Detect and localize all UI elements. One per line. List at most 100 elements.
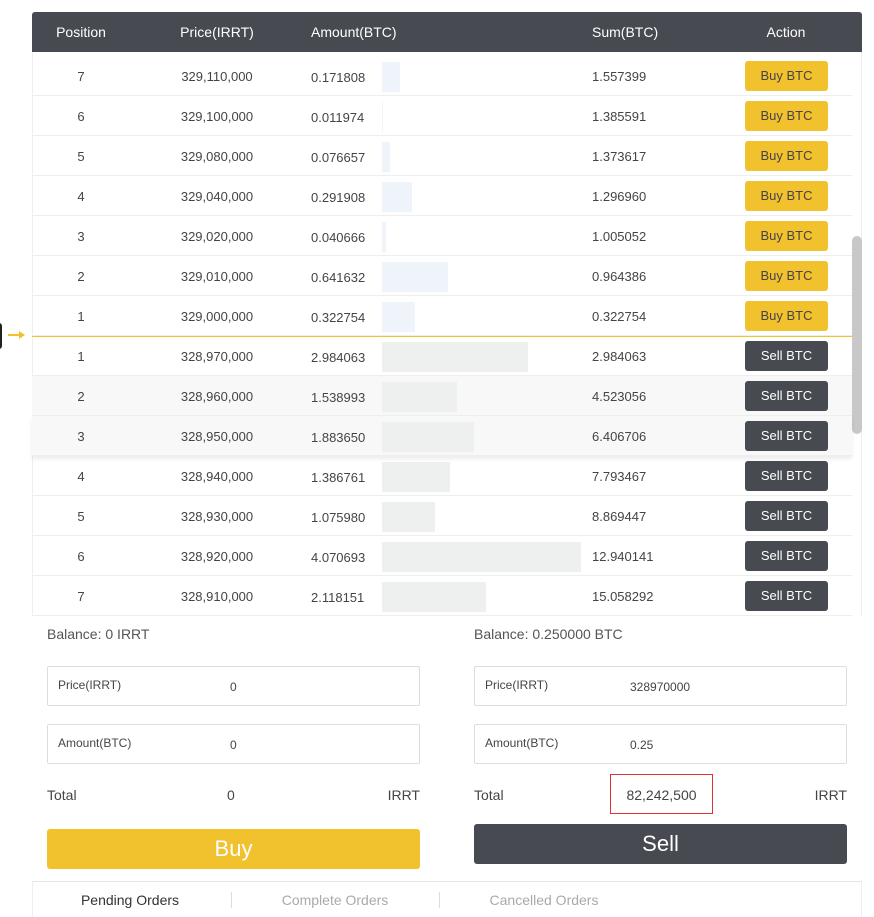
depth-bar [382, 382, 458, 412]
price: 328,910,000 [180, 589, 254, 604]
position: 6 [77, 549, 85, 564]
price: 329,000,000 [180, 309, 254, 324]
action-button[interactable]: Buy BTC [745, 301, 828, 331]
depth-bar [382, 542, 582, 572]
sum: 12.940141 [592, 549, 654, 564]
amount: 0.291908 [311, 190, 366, 205]
depth-bar [382, 262, 449, 292]
price: 328,940,000 [180, 469, 254, 484]
depth-bar [382, 502, 435, 532]
action-button[interactable]: Buy BTC [745, 61, 828, 91]
sum: 4.523056 [592, 389, 647, 404]
balance: Balance: 0 IRRT [47, 626, 150, 642]
price: 329,110,000 [181, 69, 253, 84]
amount: 0.040666 [311, 230, 366, 245]
position: 4 [77, 189, 85, 204]
action-button[interactable]: Buy BTC [745, 261, 828, 291]
row-divider [32, 135, 852, 136]
amount: 4.070693 [311, 550, 366, 565]
input-field[interactable] [474, 666, 847, 706]
total-label: Total [474, 787, 504, 803]
amount: 0.322754 [311, 310, 366, 325]
position: 3 [77, 429, 85, 444]
submit-button[interactable]: Sell [474, 824, 847, 864]
sum: 1.385591 [592, 109, 647, 124]
price: 329,100,000 [180, 109, 254, 124]
depth-bar [382, 222, 387, 252]
tab[interactable]: Pending Orders [80, 892, 180, 908]
position: 3 [77, 229, 85, 244]
position: 1 [77, 349, 85, 364]
row-divider [32, 495, 852, 496]
input-field[interactable] [47, 724, 420, 764]
sum: 6.406706 [592, 429, 647, 444]
position: 5 [77, 509, 85, 524]
depth-bar [382, 62, 400, 92]
input-value: 0 [230, 738, 237, 752]
sum: 7.793467 [592, 469, 647, 484]
tab-divider [439, 892, 440, 908]
row-divider [32, 455, 852, 456]
price: 329,040,000 [180, 189, 254, 204]
total-label: Total [47, 787, 77, 803]
row-divider [32, 255, 852, 256]
column-header: Action [766, 24, 806, 40]
price: 329,020,000 [180, 229, 254, 244]
spread-line [32, 335, 852, 337]
amount: 1.075980 [311, 510, 366, 525]
row-divider [32, 615, 852, 616]
input-label: Price(IRRT) [485, 678, 549, 692]
scrollbar[interactable] [852, 236, 862, 434]
amount: 0.171808 [311, 70, 366, 85]
amount: 2.118151 [311, 590, 365, 605]
row-divider [32, 295, 852, 296]
action-button[interactable]: Sell BTC [745, 341, 828, 371]
tabs-bar [32, 881, 862, 917]
tab[interactable]: Cancelled Orders [489, 892, 599, 908]
row-divider [32, 335, 852, 336]
action-button[interactable]: Sell BTC [745, 581, 828, 611]
position: 2 [77, 269, 85, 284]
sum: 2.984063 [592, 349, 647, 364]
column-header: Position [56, 24, 106, 40]
action-button[interactable]: Sell BTC [745, 501, 828, 531]
amount: 2.984063 [311, 350, 366, 365]
column-header: Amount(BTC) [311, 24, 397, 40]
row-divider [32, 95, 852, 96]
action-button[interactable]: Sell BTC [745, 541, 828, 571]
action-button[interactable]: Buy BTC [745, 101, 828, 131]
position: 7 [77, 589, 85, 604]
price: 329,010,000 [180, 269, 254, 284]
marker-arrow [8, 334, 22, 336]
row-divider [32, 215, 852, 216]
tab-divider [231, 892, 232, 908]
row-divider [32, 375, 852, 376]
price: 328,970,000 [180, 349, 254, 364]
position: 7 [77, 69, 85, 84]
row-divider [32, 415, 852, 416]
action-button[interactable]: Sell BTC [745, 461, 828, 491]
input-field[interactable] [474, 724, 847, 764]
tab[interactable]: Complete Orders [281, 892, 389, 908]
table-header [32, 12, 862, 52]
position: 4 [77, 469, 85, 484]
sum: 15.058292 [592, 589, 654, 604]
action-button[interactable]: Buy BTC [745, 181, 828, 211]
amount: 0.076657 [311, 150, 366, 165]
sum: 0.964386 [592, 269, 647, 284]
action-button[interactable]: Buy BTC [745, 221, 828, 251]
action-button[interactable]: Sell BTC [745, 421, 828, 451]
position: 5 [77, 149, 85, 164]
action-button[interactable]: Sell BTC [745, 381, 828, 411]
input-field[interactable] [47, 666, 420, 706]
price: 329,080,000 [180, 149, 254, 164]
depth-bar [382, 102, 384, 132]
row-divider [32, 575, 852, 576]
submit-button[interactable]: Buy [47, 829, 420, 869]
price: 328,920,000 [180, 549, 254, 564]
depth-bar [382, 422, 475, 452]
marker-arrow-head [19, 331, 25, 339]
action-button[interactable]: Buy BTC [745, 141, 828, 171]
price: 328,950,000 [180, 429, 254, 444]
balance: Balance: 0.250000 BTC [474, 626, 623, 642]
